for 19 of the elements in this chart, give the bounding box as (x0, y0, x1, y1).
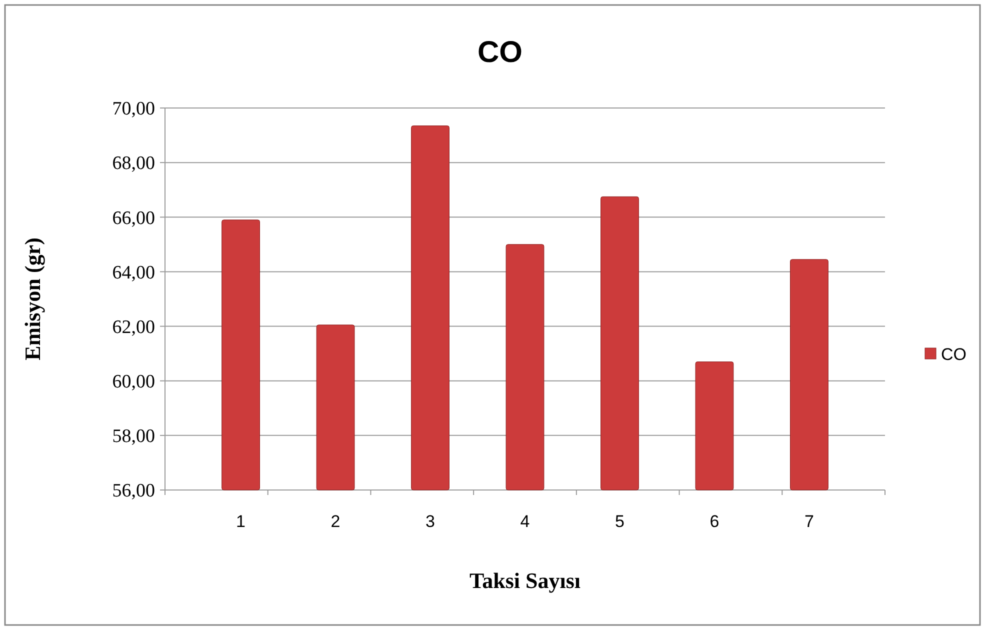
y-tick-label: 56,00 (112, 480, 155, 502)
chart-title: CO (478, 36, 522, 69)
y-tick-label: 60,00 (112, 372, 155, 393)
legend-label: CO (941, 344, 966, 364)
y-axis-title: Emisyon (gr) (20, 238, 45, 360)
x-tick-label: 2 (330, 512, 340, 531)
x-tick-label: 4 (520, 512, 530, 531)
x-tick-label: 3 (426, 512, 435, 531)
y-tick-label: 68,00 (112, 153, 155, 174)
x-axis-title: Taksi Sayısı (469, 568, 581, 593)
x-tick-label: 7 (804, 512, 814, 531)
y-tick-label: 70,00 (112, 98, 155, 120)
y-tick-label: 62,00 (112, 316, 155, 338)
x-tick-label: 6 (710, 512, 720, 531)
y-tick-label: 66,00 (112, 208, 155, 229)
y-tick-label: 58,00 (112, 426, 155, 448)
x-tick-label: 5 (615, 512, 624, 531)
y-tick-label: 64,00 (112, 262, 155, 284)
x-tick-label: 1 (236, 512, 246, 531)
